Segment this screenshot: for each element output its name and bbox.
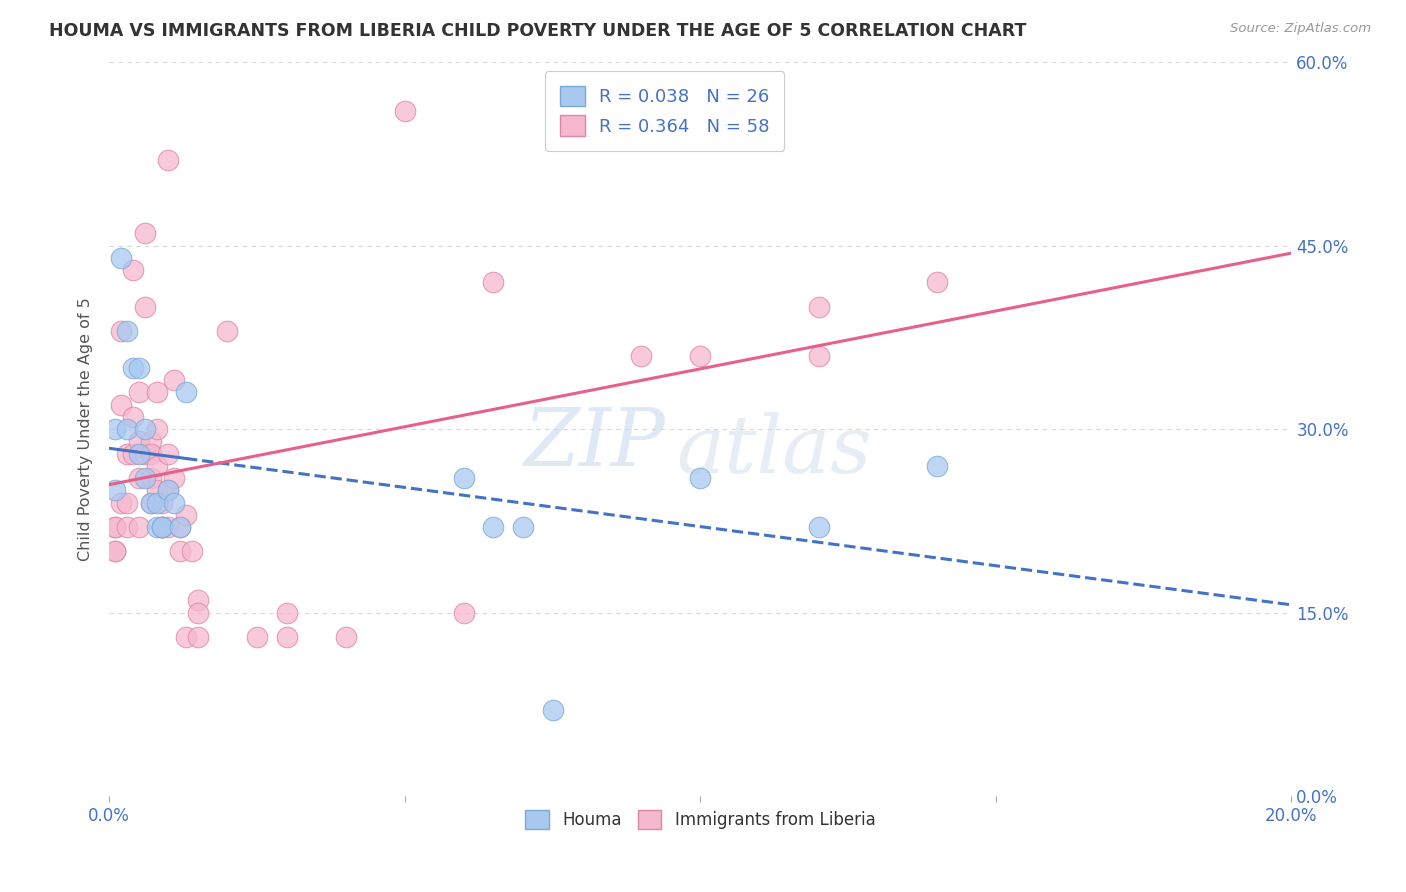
Point [128,471,150,485]
Point [110,251,132,265]
Point [181,544,204,558]
Point [134,446,156,460]
Y-axis label: Child Poverty Under the Age of 5: Child Poverty Under the Age of 5 [79,297,93,561]
Point [246,630,269,644]
Point [157,520,180,534]
Point [110,324,132,338]
Point [335,630,357,644]
Point [689,471,711,485]
Point [925,276,948,290]
Point [174,630,197,644]
Point [134,227,156,241]
Point [925,458,948,473]
Point [187,630,209,644]
Point [110,398,132,412]
Point [104,544,127,558]
Point [128,434,150,449]
Point [276,630,298,644]
Point [139,446,162,460]
Point [453,471,475,485]
Point [276,606,298,620]
Point [145,422,167,436]
Text: Source: ZipAtlas.com: Source: ZipAtlas.com [1230,22,1371,36]
Point [807,520,830,534]
Point [122,409,145,424]
Point [187,593,209,607]
Point [145,385,167,400]
Point [217,324,239,338]
Point [152,520,174,534]
Point [104,520,127,534]
Point [122,361,145,376]
Legend: Houma, Immigrants from Liberia: Houma, Immigrants from Liberia [519,803,882,836]
Point [157,446,180,460]
Text: atlas: atlas [676,412,872,490]
Point [807,349,830,363]
Point [163,471,186,485]
Point [104,483,127,498]
Point [128,520,150,534]
Point [145,458,167,473]
Point [110,495,132,509]
Point [115,422,138,436]
Point [163,495,186,509]
Point [169,520,191,534]
Point [482,520,505,534]
Point [104,544,127,558]
Point [187,606,209,620]
Point [807,300,830,314]
Point [163,373,186,387]
Point [152,520,174,534]
Point [134,300,156,314]
Point [145,520,167,534]
Text: ZIP: ZIP [523,405,665,483]
Point [139,495,162,509]
Point [157,153,180,167]
Point [104,422,127,436]
Point [115,446,138,460]
Point [174,385,197,400]
Point [134,422,156,436]
Text: HOUMA VS IMMIGRANTS FROM LIBERIA CHILD POVERTY UNDER THE AGE OF 5 CORRELATION CH: HOUMA VS IMMIGRANTS FROM LIBERIA CHILD P… [49,22,1026,40]
Point [169,544,191,558]
Point [157,483,180,498]
Point [145,483,167,498]
Point [630,349,652,363]
Point [152,520,174,534]
Point [453,606,475,620]
Point [128,385,150,400]
Point [152,520,174,534]
Point [689,349,711,363]
Point [104,520,127,534]
Point [145,495,167,509]
Point [139,434,162,449]
Point [122,263,145,277]
Point [482,276,505,290]
Point [134,471,156,485]
Point [152,495,174,509]
Point [115,324,138,338]
Point [139,471,162,485]
Point [115,495,138,509]
Point [394,104,416,119]
Point [169,520,191,534]
Point [541,703,564,717]
Point [128,446,150,460]
Point [128,361,150,376]
Point [512,520,534,534]
Point [157,483,180,498]
Point [122,446,145,460]
Point [139,495,162,509]
Point [174,508,197,522]
Point [115,520,138,534]
